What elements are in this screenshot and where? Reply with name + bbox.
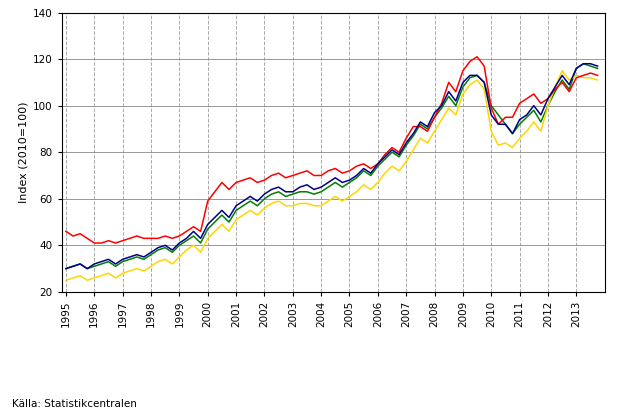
Text: Källa: Statistikcentralen: Källa: Statistikcentralen [12,399,137,409]
Legend: Byggverksamhet, Byggande av hus, Anläggningsarbeten, Specialiserad bygg- och anl: Byggverksamhet, Byggande av hus, Anläggn… [273,414,563,417]
Y-axis label: Index (2010=100): Index (2010=100) [19,101,29,203]
